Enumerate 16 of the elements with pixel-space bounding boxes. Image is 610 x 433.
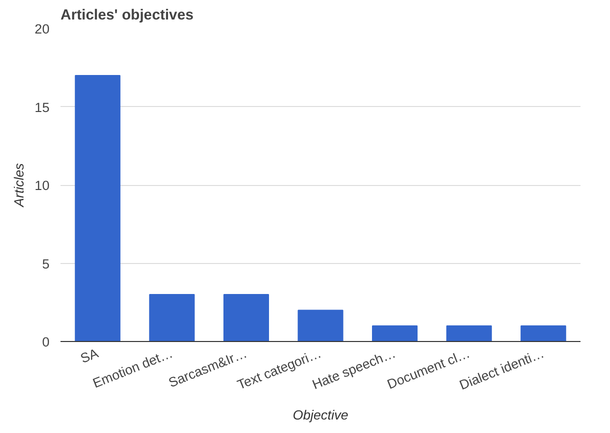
y-axis-title: Articles [12, 162, 27, 208]
chart-title: Articles' objectives [60, 8, 194, 24]
bar [372, 325, 418, 342]
bar [223, 294, 269, 342]
bar [298, 310, 344, 342]
bar [520, 325, 566, 342]
y-tick-label: 15 [34, 100, 50, 115]
x-tick-label: SA [78, 345, 101, 366]
y-tick-label: 5 [42, 256, 50, 272]
bar [74, 74, 120, 342]
bar [446, 325, 492, 342]
y-tick-label: 10 [34, 178, 50, 193]
x-axis-title: Objective [292, 408, 348, 423]
y-tick-label: 20 [34, 22, 50, 36]
bar [149, 294, 195, 342]
y-tick-label: 0 [42, 334, 50, 350]
